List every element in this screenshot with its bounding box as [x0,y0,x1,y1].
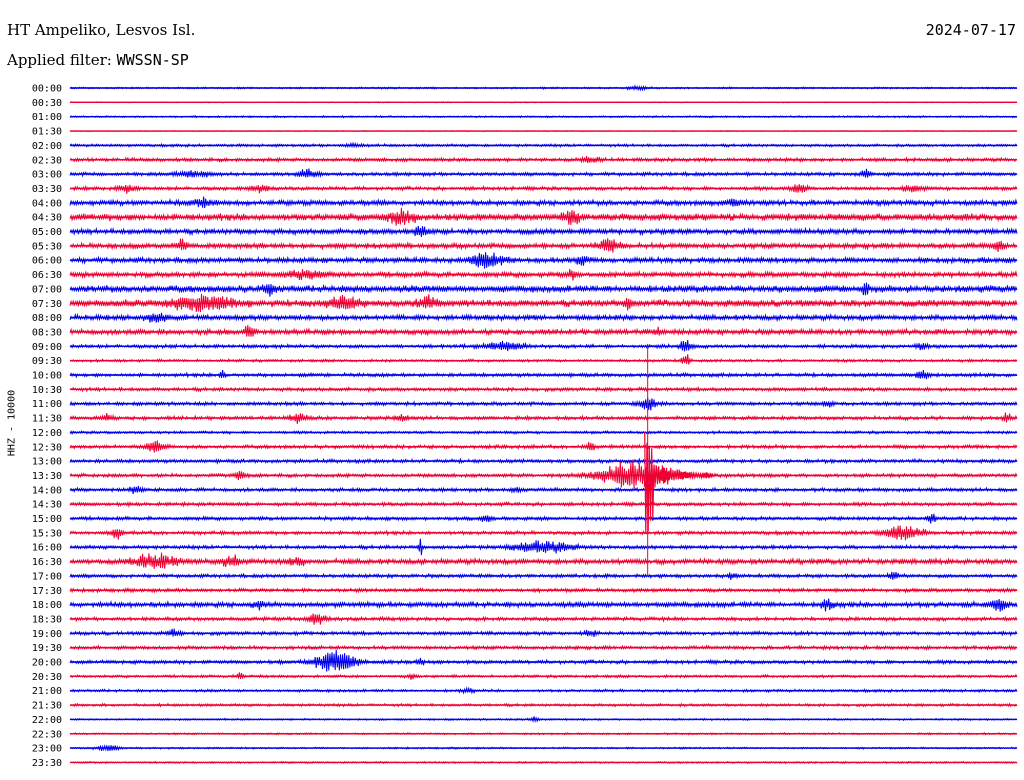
time-label: 02:00 [32,141,62,152]
time-label: 16:00 [32,543,62,554]
filter-label: Applied filter: [7,51,112,69]
time-label: 22:00 [32,715,62,726]
time-label: 06:00 [32,256,62,267]
trace-row [69,598,1018,612]
trace-row [69,459,1018,489]
time-label: 05:00 [32,227,62,238]
time-label: 15:00 [32,514,62,525]
trace-row [69,196,1018,209]
time-label: 20:30 [32,672,62,683]
trace-row [69,282,1018,297]
time-label: 04:30 [32,213,62,224]
trace-row [69,312,1018,323]
trace-row [69,207,1018,226]
trace-row [69,370,1018,380]
filter-info: Applied filter: WWSSN-SP [7,51,189,69]
time-label: 19:30 [32,643,62,654]
time-label: 16:30 [32,557,62,568]
trace-row [69,571,1018,580]
time-label: 05:30 [32,241,62,252]
trace-row [69,649,1018,672]
time-label: 20:00 [32,658,62,669]
time-label: 18:30 [32,614,62,625]
time-label: 03:00 [32,170,62,181]
time-label: 17:30 [32,586,62,597]
trace-row [69,238,1018,253]
time-label: 10:30 [32,385,62,396]
station-title: HT Ampeliko, Lesvos Isl. [7,21,196,39]
time-label: 21:30 [32,701,62,712]
record-date: 2024-07-17 [925,21,1016,39]
time-label: 08:00 [32,313,62,324]
time-label: 18:00 [32,600,62,611]
trace-row [69,513,1018,524]
time-label: 14:30 [32,500,62,511]
filter-value: WWSSN-SP [116,51,189,69]
trace-row [69,354,1018,365]
time-label: 13:00 [32,457,62,468]
time-label: 07:30 [32,299,62,310]
time-label: 08:30 [32,327,62,338]
trace-row [69,412,1018,424]
trace-row [69,325,1018,337]
time-label: 22:30 [32,729,62,740]
trace-row [69,268,1018,281]
trace-row [69,293,1018,313]
time-label: 03:30 [32,184,62,195]
time-label: 01:00 [32,112,62,123]
time-label: 07:00 [32,284,62,295]
time-label: 19:00 [32,629,62,640]
time-label: 11:00 [32,399,62,410]
trace-row [69,500,1018,508]
time-label: 14:00 [32,485,62,496]
time-label: 23:00 [32,744,62,755]
time-label: 15:30 [32,528,62,539]
trace-row [69,552,1018,569]
time-label: 09:30 [32,356,62,367]
time-label: 06:30 [32,270,62,281]
time-label: 17:00 [32,571,62,582]
time-label: 21:00 [32,686,62,697]
time-label: 00:00 [32,84,62,95]
time-label: 01:30 [32,127,62,138]
main-event-coda [644,431,715,534]
time-label: 13:30 [32,471,62,482]
time-label: 00:30 [32,98,62,109]
time-label: 10:00 [32,371,62,382]
time-label: 12:30 [32,442,62,453]
time-label: 02:30 [32,155,62,166]
time-label: 09:00 [32,342,62,353]
trace-row [69,252,1018,269]
trace-row [69,457,1018,465]
time-label: 04:00 [32,198,62,209]
time-label: 11:30 [32,414,62,425]
trace-row [69,485,1018,495]
time-label: 23:30 [32,758,62,769]
trace-row [69,168,1018,178]
time-label: 12:00 [32,428,62,439]
